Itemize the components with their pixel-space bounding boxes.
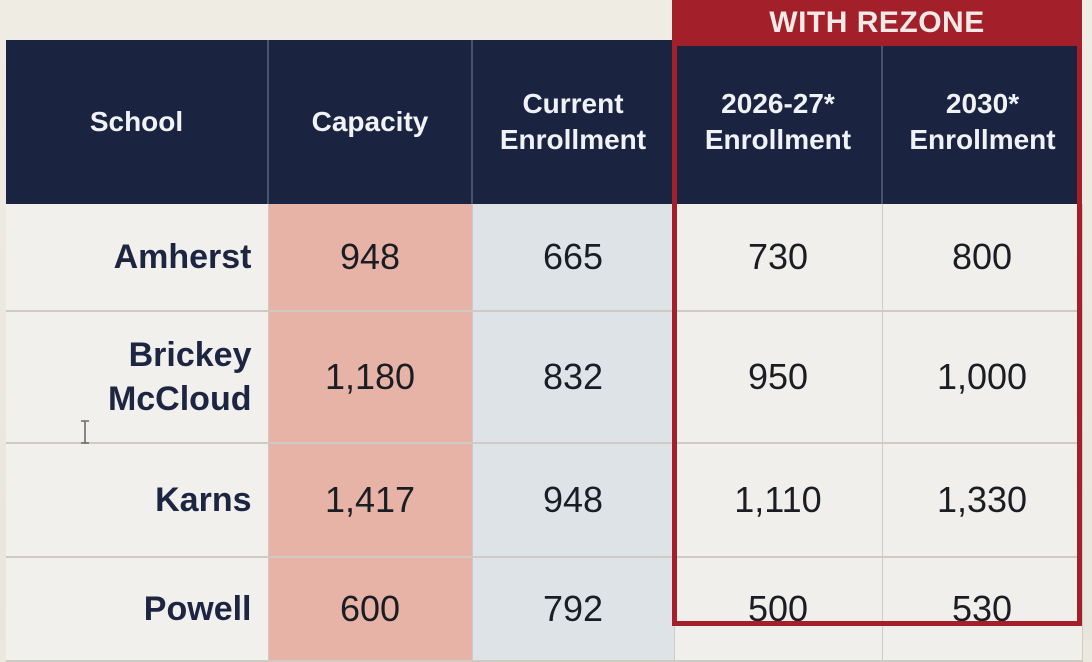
current-enrollment-cell: 792 <box>472 557 675 662</box>
text-cursor-icon <box>81 420 89 444</box>
table-row: Brickey McCloud 1,180 832 950 1,000 <box>6 311 1083 444</box>
capacity-cell: 1,180 <box>268 311 473 444</box>
with-rezone-label: WITH REZONE <box>769 6 985 39</box>
enrollment-2030-cell: 1,000 <box>882 311 1083 444</box>
school-name: Brickey McCloud <box>6 311 269 444</box>
school-name: Powell <box>6 557 269 662</box>
enrollment-2026-27-cell: 1,110 <box>674 443 883 558</box>
enrollment-table: School Capacity Current Enrollment 2026-… <box>6 40 1083 662</box>
enrollment-2026-27-cell: 730 <box>674 204 883 312</box>
enrollment-2026-27-cell: 500 <box>674 557 883 662</box>
table-row: Karns 1,417 948 1,110 1,330 <box>6 443 1083 558</box>
column-header-2026-27-enrollment: 2026-27* Enrollment <box>674 40 883 204</box>
capacity-cell: 948 <box>268 204 473 312</box>
enrollment-2030-cell: 800 <box>882 204 1083 312</box>
current-enrollment-cell: 948 <box>472 443 675 558</box>
enrollment-2030-cell: 1,330 <box>882 443 1083 558</box>
capacity-cell: 600 <box>268 557 473 662</box>
enrollment-2026-27-cell: 950 <box>674 311 883 444</box>
capacity-cell: 1,417 <box>268 443 473 558</box>
table-header-row: School Capacity Current Enrollment 2026-… <box>6 40 1082 204</box>
school-name: Karns <box>6 443 269 558</box>
school-name: Amherst <box>6 204 269 312</box>
current-enrollment-cell: 665 <box>472 204 675 312</box>
table-row: Powell 600 792 500 530 <box>6 557 1083 662</box>
table-row: Amherst 948 665 730 800 <box>6 204 1083 312</box>
with-rezone-banner: WITH REZONE <box>672 0 1082 46</box>
column-header-2030-enrollment: 2030* Enrollment <box>882 40 1082 204</box>
current-enrollment-cell: 832 <box>472 311 675 444</box>
column-header-school: School <box>6 40 269 204</box>
enrollment-2030-cell: 530 <box>882 557 1083 662</box>
column-header-capacity: Capacity <box>268 40 473 204</box>
column-header-current-enrollment: Current Enrollment <box>472 40 675 204</box>
